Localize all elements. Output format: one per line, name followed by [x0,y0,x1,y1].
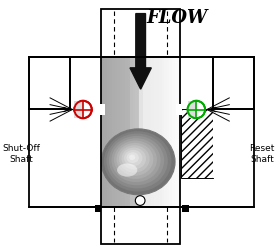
Text: FLOW: FLOW [146,9,207,27]
Bar [141,57,144,207]
Bar [29,57,255,207]
Bar [107,57,110,207]
Bar [74,101,83,118]
Bar [188,101,196,118]
Bar [182,206,189,212]
Text: Reset
Shaft: Reset Shaft [250,144,275,164]
Bar [164,57,167,207]
Bar [117,57,120,207]
Bar [161,57,165,207]
Circle shape [135,196,145,205]
Ellipse shape [106,134,168,188]
Bar [29,57,70,108]
Bar [101,207,180,244]
Circle shape [74,101,92,118]
Bar [172,57,175,207]
Ellipse shape [101,129,175,195]
Bar [167,57,170,207]
Ellipse shape [124,150,142,166]
Bar [151,57,154,207]
Bar [156,57,160,207]
Text: Shut-Off
Shaft: Shut-Off Shaft [2,144,40,164]
Bar [29,57,255,207]
Bar [148,57,152,207]
Bar [99,104,105,115]
Bar [146,57,149,207]
Bar [135,57,138,207]
Ellipse shape [111,138,161,182]
Ellipse shape [127,152,139,163]
Bar [101,207,180,244]
Ellipse shape [114,140,157,179]
Bar [154,57,157,207]
Bar [104,57,107,207]
Ellipse shape [117,164,137,177]
Bar [159,57,162,207]
Bar [101,9,180,57]
Bar [101,57,130,207]
Bar [143,57,146,207]
Bar [213,108,217,178]
Bar [122,57,125,207]
Ellipse shape [109,136,164,185]
Bar [120,57,123,207]
Bar [114,57,118,207]
Bar [130,57,133,207]
Ellipse shape [117,143,153,176]
Bar [95,206,101,212]
Bar [213,57,255,108]
Bar [128,57,131,207]
Bar [176,104,182,115]
Ellipse shape [129,154,135,160]
Bar [101,57,180,207]
Bar [213,57,255,108]
Ellipse shape [122,148,146,170]
Bar [177,57,180,207]
Bar [125,57,128,207]
Bar [101,57,104,207]
Bar [170,57,173,207]
Bar [138,57,141,207]
Bar [109,57,112,207]
Bar [101,9,180,57]
Bar [112,57,115,207]
Bar [181,108,213,178]
Ellipse shape [104,131,171,192]
Bar [29,57,70,108]
Bar [175,57,178,207]
Circle shape [188,101,205,118]
Bar [133,57,136,207]
Bar [139,57,161,207]
FancyArrow shape [130,14,151,89]
Ellipse shape [119,145,150,173]
